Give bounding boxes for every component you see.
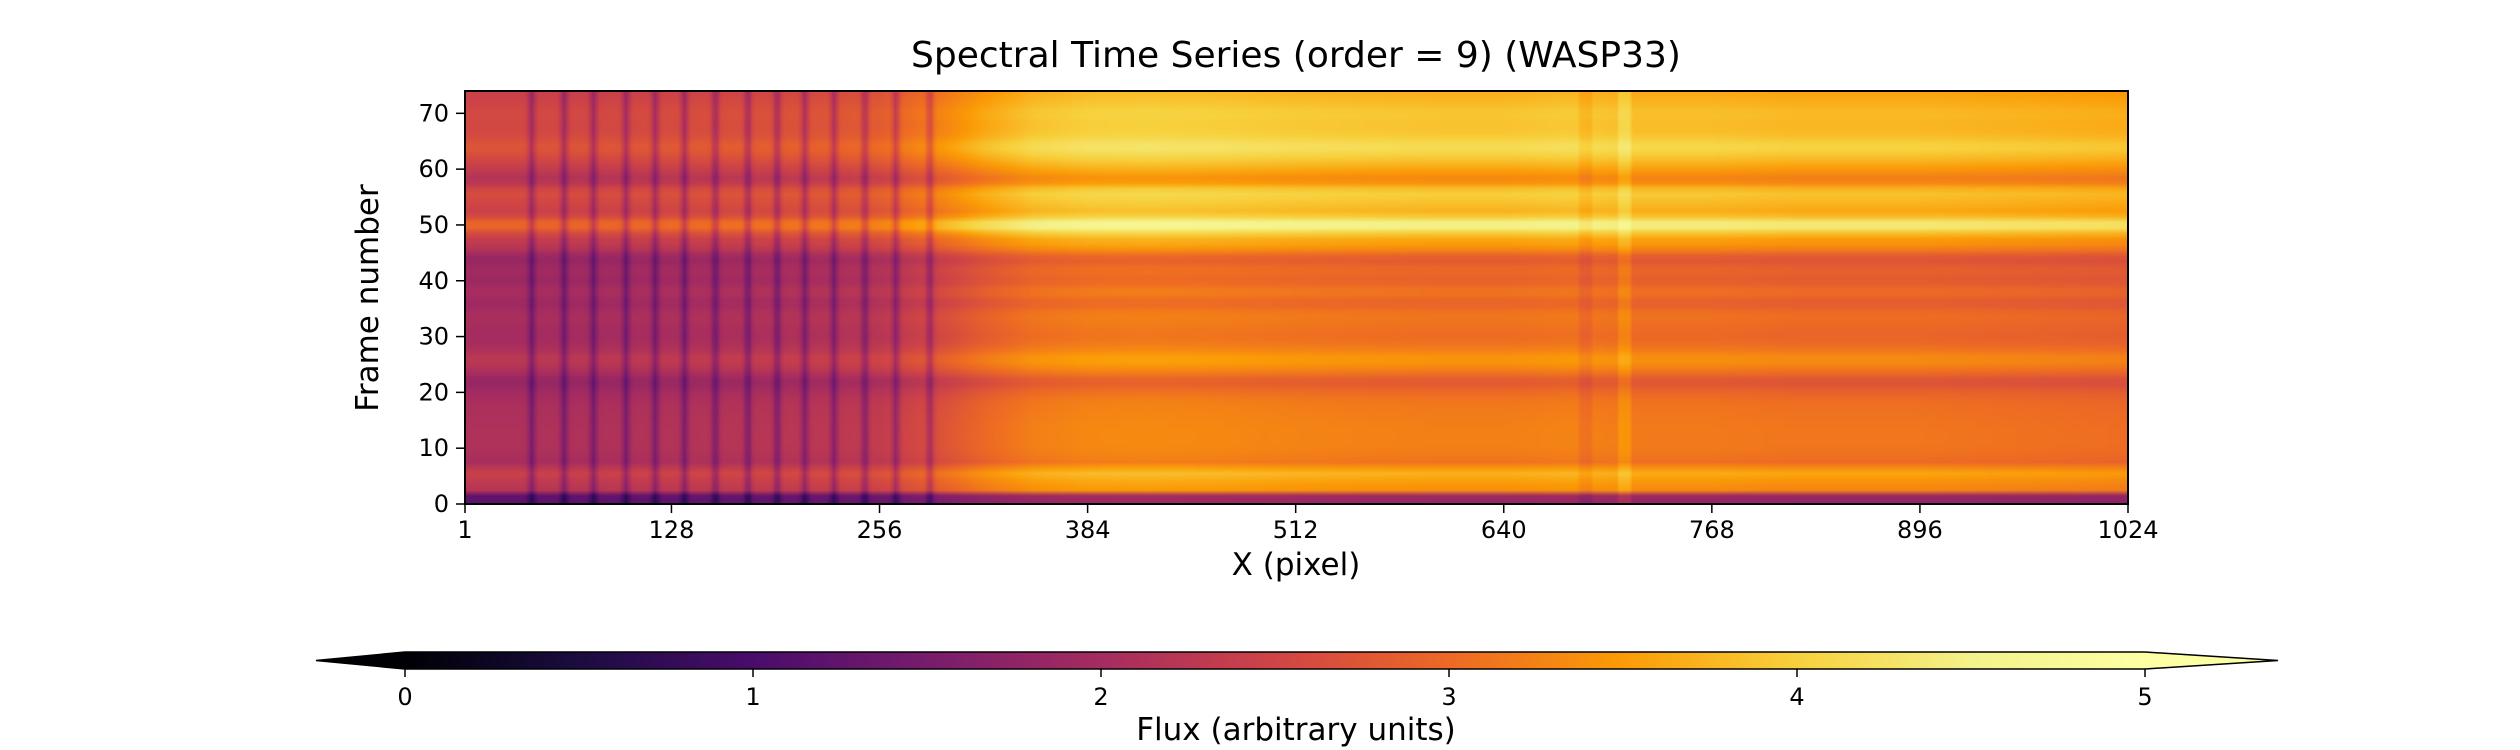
heatmap-image <box>465 91 2128 504</box>
colorbar-tick-label: 5 <box>2137 683 2152 711</box>
colorbar-tick-label: 1 <box>745 683 760 711</box>
x-axis: 1 128 256 384 512 640 768 896 1024 <box>457 504 2159 544</box>
y-tick-label: 40 <box>418 267 449 295</box>
y-tick-label: 50 <box>418 211 449 239</box>
y-axis: 0 10 20 30 40 50 60 70 <box>418 99 465 518</box>
y-tick-label: 10 <box>418 434 449 462</box>
colorbar-label: Flux (arbitrary units) <box>1136 712 1456 748</box>
x-tick-label: 384 <box>1065 516 1111 544</box>
x-tick-label: 896 <box>1897 516 1943 544</box>
x-tick-label: 640 <box>1481 516 1527 544</box>
y-axis-label: Frame number <box>350 184 386 412</box>
x-tick-label: 1024 <box>2097 516 2158 544</box>
colorbar-extend-high <box>2145 652 2278 669</box>
colorbar-gradient <box>405 652 2145 669</box>
chart-title: Spectral Time Series (order = 9) (WASP33… <box>911 35 1681 76</box>
x-tick-label: 128 <box>649 516 695 544</box>
y-tick-label: 20 <box>418 378 449 406</box>
y-tick-label: 60 <box>418 155 449 183</box>
x-tick-label: 768 <box>1689 516 1735 544</box>
colorbar: 0 1 2 3 4 5 <box>315 651 2279 711</box>
colorbar-extend-low <box>316 652 405 669</box>
x-tick-label: 1 <box>457 516 472 544</box>
y-tick-label: 30 <box>418 323 449 351</box>
heatmap-raster <box>465 91 2128 504</box>
colorbar-tick-label: 3 <box>1441 683 1456 711</box>
colorbar-tick-label: 0 <box>397 683 412 711</box>
plot-frame <box>464 90 2129 505</box>
colorbar-tick-label: 2 <box>1093 683 1108 711</box>
x-axis-label: X (pixel) <box>1232 547 1361 583</box>
y-tick-label: 0 <box>434 490 449 518</box>
x-tick-label: 512 <box>1273 516 1319 544</box>
x-tick-label: 256 <box>857 516 903 544</box>
colorbar-ticks: 0 1 2 3 4 5 <box>397 669 2153 711</box>
y-tick-label: 70 <box>418 99 449 127</box>
colorbar-tick-label: 4 <box>1789 683 1804 711</box>
